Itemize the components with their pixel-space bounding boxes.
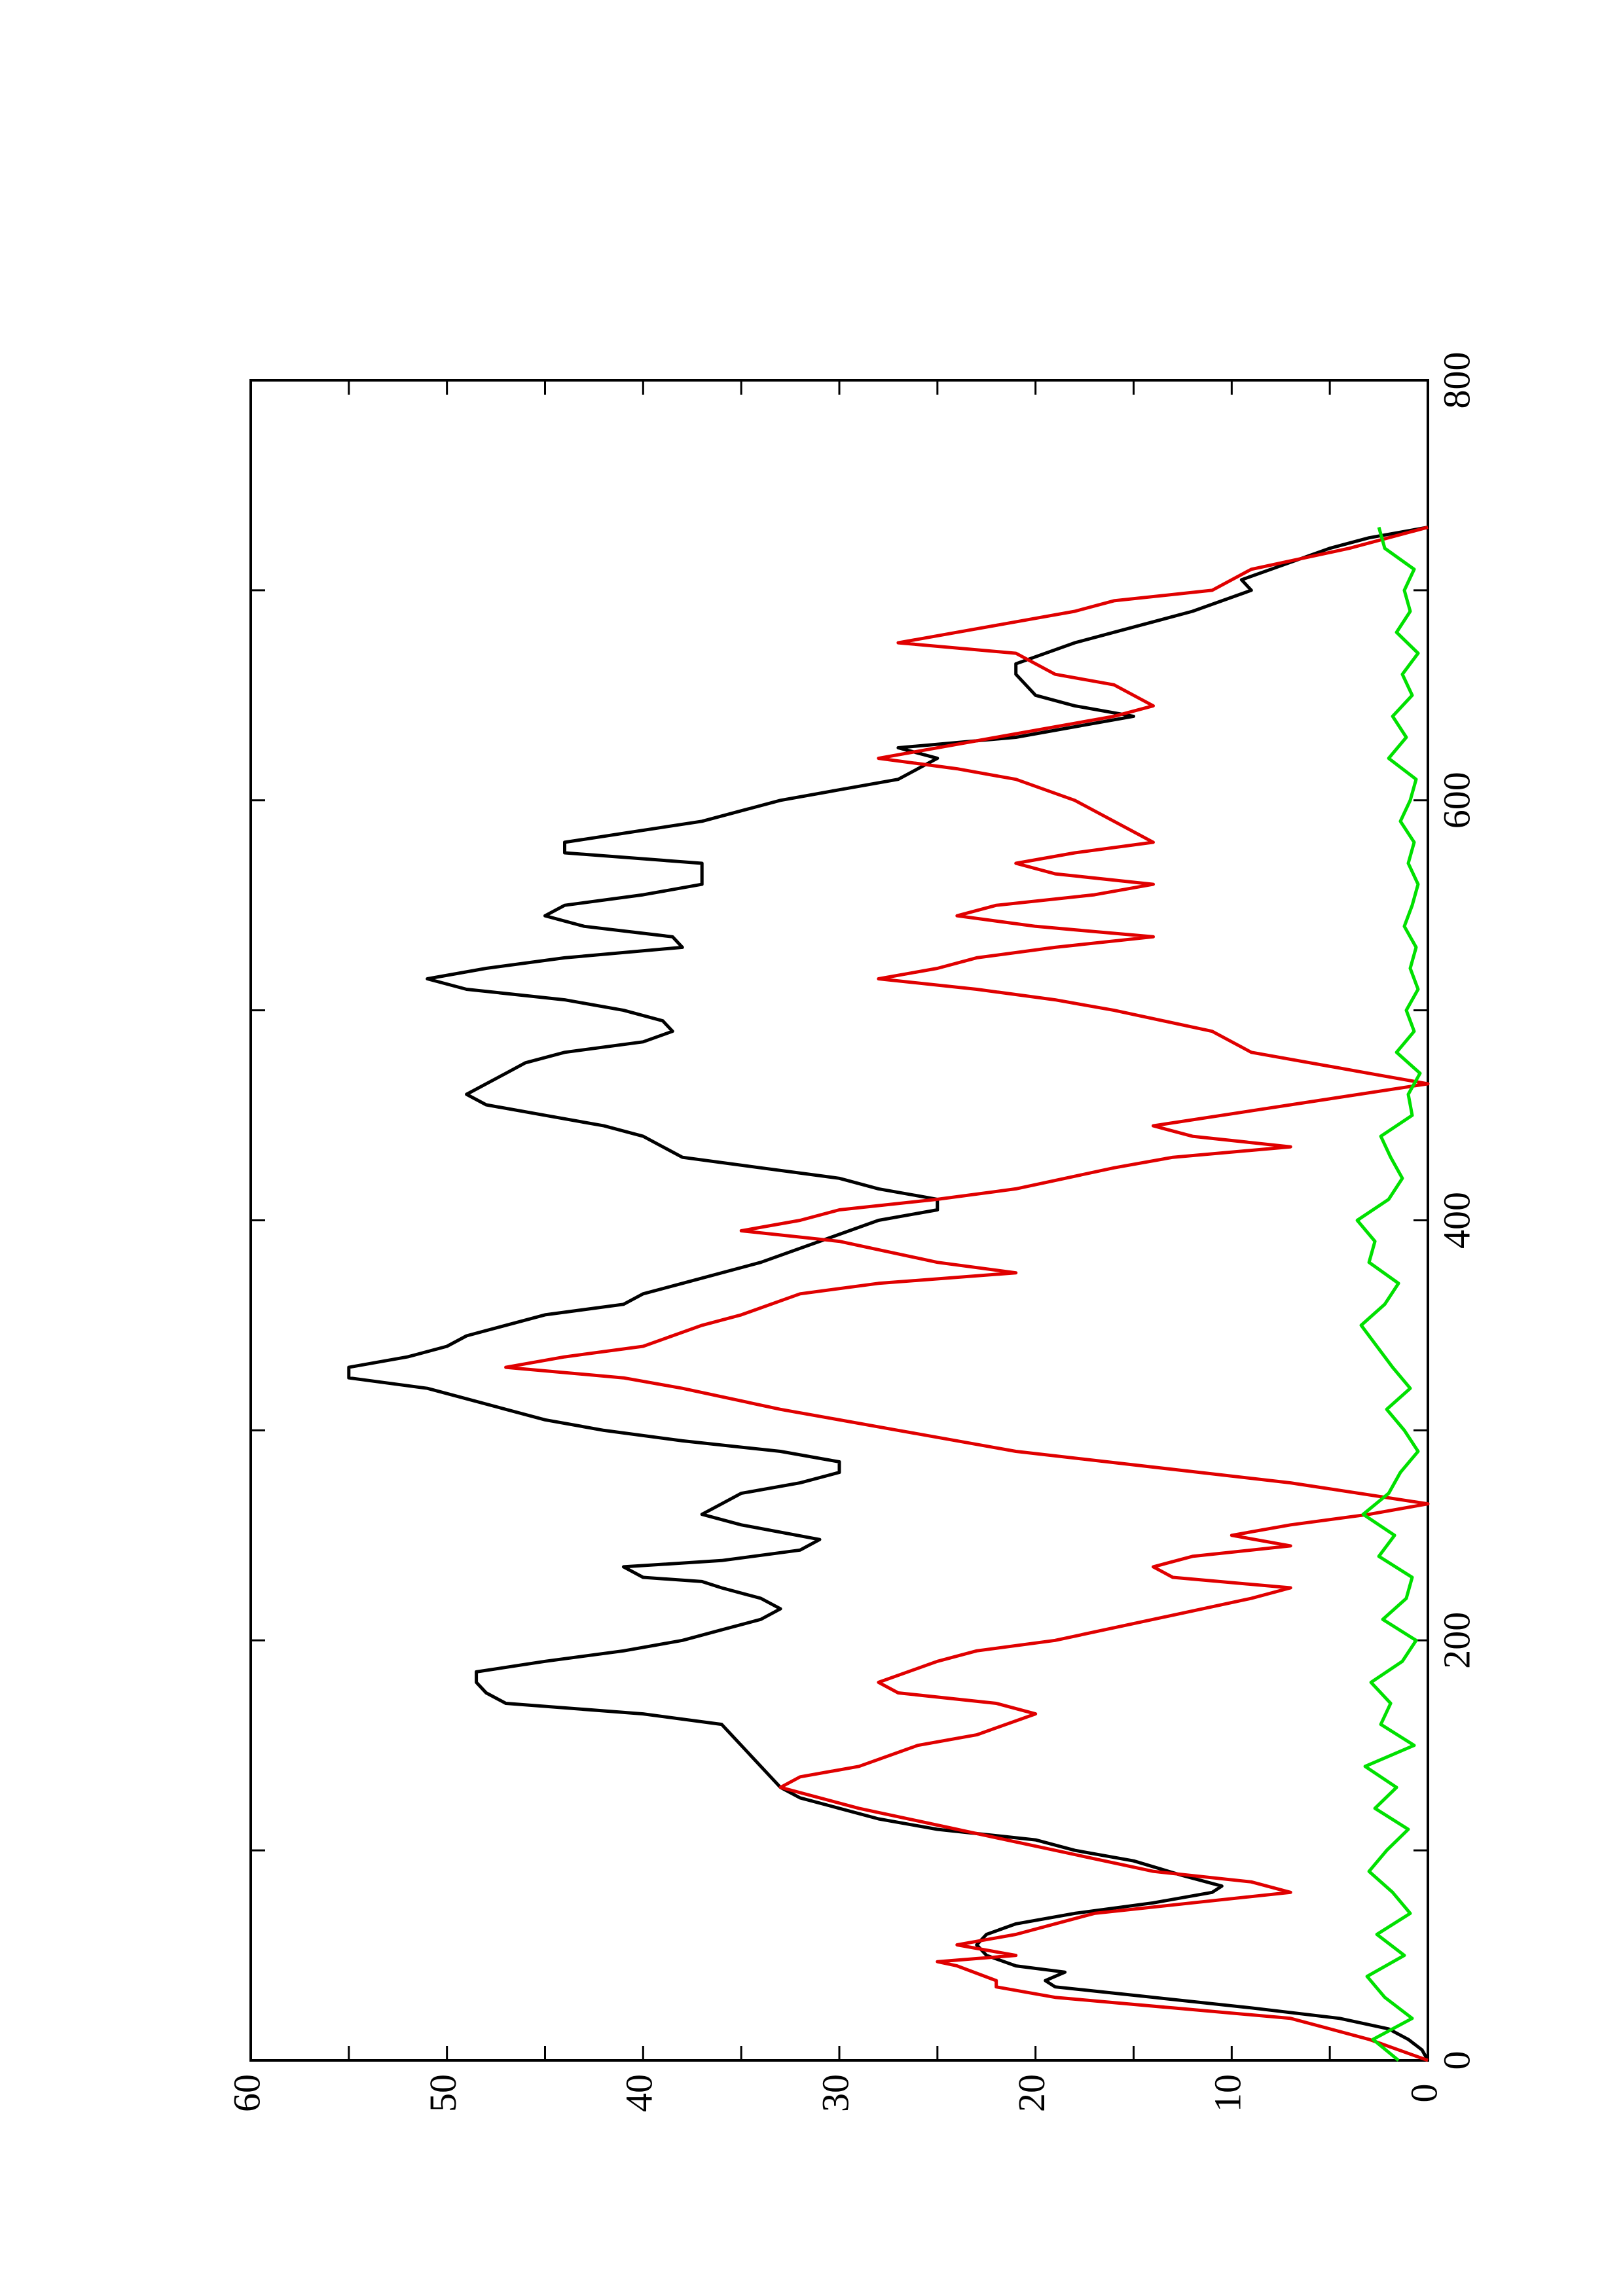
y-tick-label: 50 bbox=[422, 2074, 464, 2112]
x-tick-label: 400 bbox=[1435, 1192, 1478, 1249]
x-tick-label: 0 bbox=[1435, 2051, 1478, 2070]
y-tick-label: 0 bbox=[1402, 2084, 1445, 2103]
y-tick-label: 60 bbox=[225, 2074, 268, 2112]
x-tick-label: 600 bbox=[1435, 772, 1478, 829]
series-line bbox=[1355, 526, 1422, 2062]
x-tick-label: 800 bbox=[1435, 352, 1478, 409]
y-tick-label: 30 bbox=[814, 2074, 856, 2112]
y-tick-label: 40 bbox=[618, 2074, 661, 2112]
series-line bbox=[504, 526, 1430, 2062]
x-tick-label: 200 bbox=[1435, 1612, 1478, 1669]
y-tick-label: 20 bbox=[1010, 2074, 1053, 2112]
series-line bbox=[347, 526, 1430, 2062]
y-tick-label: 10 bbox=[1207, 2074, 1249, 2112]
